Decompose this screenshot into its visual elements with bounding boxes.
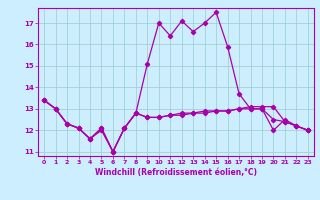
X-axis label: Windchill (Refroidissement éolien,°C): Windchill (Refroidissement éolien,°C): [95, 168, 257, 177]
